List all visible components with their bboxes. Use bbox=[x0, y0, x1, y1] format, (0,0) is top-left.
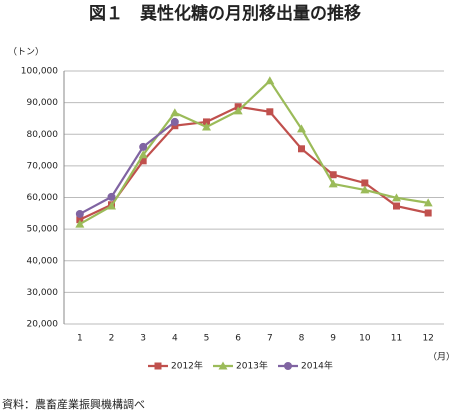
data-point bbox=[393, 202, 400, 210]
legend-marker bbox=[284, 362, 292, 370]
data-point bbox=[139, 157, 147, 165]
data-point bbox=[203, 118, 210, 126]
y-axis-label: （トン） bbox=[8, 47, 44, 58]
x-tick-label: 4 bbox=[172, 334, 178, 344]
data-point bbox=[202, 122, 211, 131]
data-point bbox=[138, 150, 148, 159]
legend-marker bbox=[154, 362, 162, 370]
data-point bbox=[360, 185, 370, 194]
data-point bbox=[170, 117, 179, 126]
y-tick-label: 30,000 bbox=[27, 288, 59, 298]
data-point bbox=[423, 198, 433, 207]
legend-label: 2014年 bbox=[301, 360, 333, 372]
x-tick-label: 6 bbox=[235, 334, 241, 344]
data-point bbox=[361, 179, 369, 187]
y-tick-label: 70,000 bbox=[27, 161, 59, 171]
data-point bbox=[266, 108, 274, 116]
data-point bbox=[298, 145, 305, 153]
data-point bbox=[297, 124, 306, 133]
legend-label: 2012年 bbox=[171, 360, 203, 372]
legend-marker bbox=[218, 361, 228, 370]
x-tick-label: 5 bbox=[204, 334, 210, 344]
y-tick-label: 90,000 bbox=[27, 98, 59, 108]
data-point bbox=[75, 219, 85, 228]
x-axis-label: （月） bbox=[428, 352, 450, 363]
data-point bbox=[170, 108, 180, 117]
data-point bbox=[328, 179, 338, 188]
x-tick-label: 8 bbox=[299, 334, 305, 344]
data-point bbox=[75, 209, 84, 218]
data-point bbox=[329, 171, 337, 179]
x-tick-label: 2 bbox=[109, 334, 115, 344]
y-tick-label: 60,000 bbox=[27, 193, 59, 203]
legend-label: 2013年 bbox=[236, 360, 268, 372]
y-tick-label: 20,000 bbox=[27, 320, 59, 330]
y-tick-label: 50,000 bbox=[27, 225, 59, 235]
x-tick-label: 11 bbox=[391, 334, 402, 344]
x-tick-label: 10 bbox=[359, 334, 371, 344]
series-line bbox=[79, 105, 429, 221]
x-tick-label: 3 bbox=[140, 334, 146, 344]
data-point bbox=[424, 209, 432, 217]
x-tick-label: 7 bbox=[267, 334, 273, 344]
data-point bbox=[139, 142, 148, 151]
data-point bbox=[265, 76, 275, 85]
x-tick-label: 1 bbox=[77, 334, 83, 344]
data-point bbox=[233, 106, 243, 115]
data-point bbox=[107, 201, 116, 210]
source-note: 資料：農畜産業振興機構調べ bbox=[2, 397, 145, 411]
series-line bbox=[79, 79, 429, 226]
y-tick-label: 80,000 bbox=[27, 130, 59, 140]
y-tick-label: 40,000 bbox=[27, 256, 59, 266]
data-point bbox=[107, 192, 116, 201]
y-tick-label: 100,000 bbox=[21, 67, 58, 77]
x-tick-label: 12 bbox=[422, 334, 433, 344]
chart-title: 図１ 異性化糖の月別移出量の推移 bbox=[89, 3, 361, 24]
data-point bbox=[392, 193, 401, 202]
series-line bbox=[79, 121, 176, 215]
x-tick-label: 9 bbox=[330, 334, 336, 344]
